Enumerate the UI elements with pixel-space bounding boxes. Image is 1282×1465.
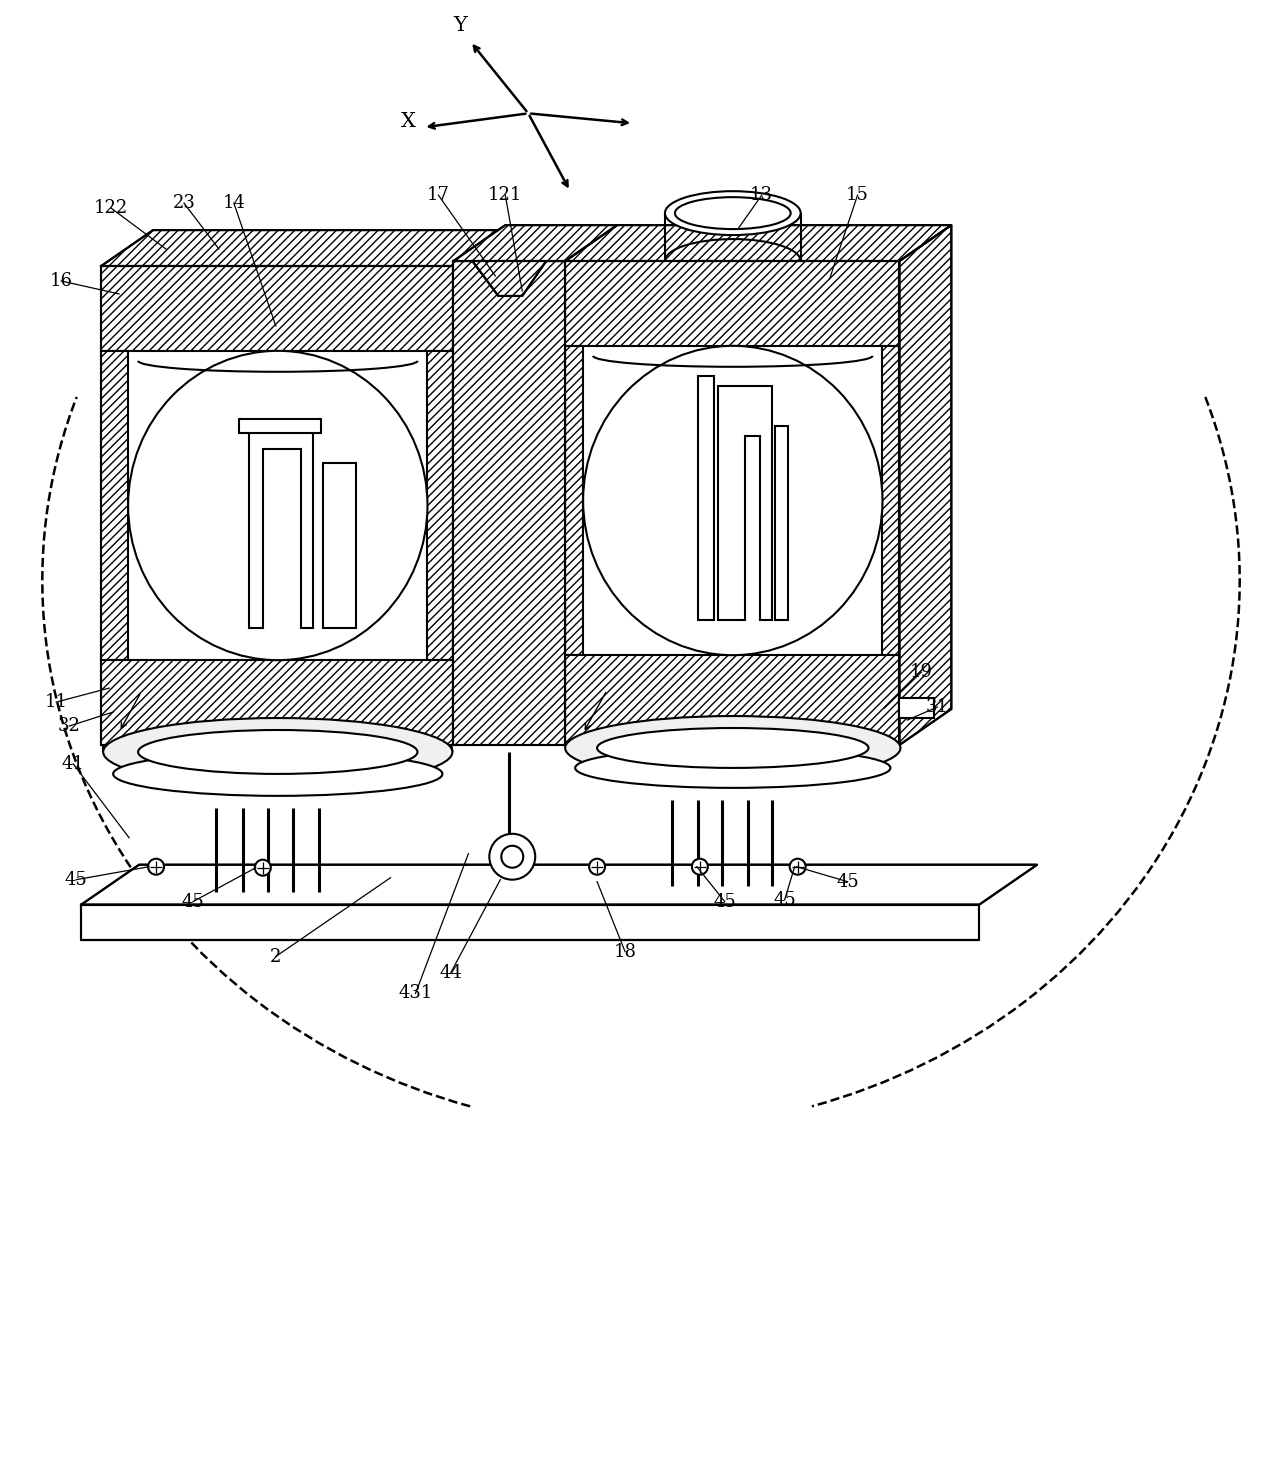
Circle shape (692, 858, 708, 875)
Polygon shape (454, 226, 617, 261)
Polygon shape (101, 230, 505, 267)
Polygon shape (454, 261, 565, 746)
Polygon shape (81, 864, 1037, 904)
Text: 121: 121 (488, 186, 523, 204)
Polygon shape (249, 431, 313, 628)
Ellipse shape (674, 198, 791, 229)
Ellipse shape (103, 718, 453, 785)
Text: X: X (401, 111, 415, 130)
Text: 11: 11 (45, 693, 68, 711)
Polygon shape (565, 226, 951, 261)
Text: 44: 44 (438, 964, 462, 983)
Text: 17: 17 (427, 186, 450, 204)
Polygon shape (565, 261, 900, 346)
Text: 45: 45 (65, 870, 87, 889)
Ellipse shape (128, 350, 427, 661)
Circle shape (790, 858, 805, 875)
Text: 14: 14 (223, 195, 245, 212)
Text: 45: 45 (714, 892, 736, 911)
Text: 45: 45 (773, 891, 796, 908)
Text: 41: 41 (62, 754, 85, 774)
Circle shape (490, 834, 535, 879)
Text: 16: 16 (50, 272, 73, 290)
Polygon shape (565, 655, 900, 746)
Polygon shape (697, 377, 714, 620)
Polygon shape (454, 230, 505, 746)
Text: 431: 431 (399, 984, 433, 1002)
Text: Y: Y (454, 16, 467, 35)
Text: 32: 32 (58, 716, 81, 735)
Text: 19: 19 (910, 664, 933, 681)
Text: 15: 15 (846, 186, 869, 204)
Polygon shape (472, 261, 546, 296)
Polygon shape (238, 419, 320, 432)
Polygon shape (427, 350, 454, 661)
Ellipse shape (597, 728, 868, 768)
Polygon shape (900, 699, 935, 718)
Polygon shape (323, 463, 355, 628)
Circle shape (255, 860, 271, 876)
Text: 45: 45 (182, 892, 204, 911)
Ellipse shape (665, 190, 801, 234)
Text: 18: 18 (614, 942, 637, 961)
Text: 2: 2 (271, 948, 282, 965)
Text: 31: 31 (926, 697, 949, 716)
Polygon shape (101, 350, 128, 661)
Polygon shape (882, 346, 900, 655)
Ellipse shape (576, 749, 891, 788)
Ellipse shape (565, 716, 900, 779)
Polygon shape (101, 267, 454, 350)
Polygon shape (900, 226, 951, 746)
Text: 122: 122 (94, 199, 128, 217)
Polygon shape (774, 426, 787, 620)
Ellipse shape (113, 752, 442, 795)
Polygon shape (81, 904, 979, 939)
Text: 45: 45 (836, 873, 859, 891)
Polygon shape (718, 385, 772, 620)
Circle shape (501, 845, 523, 867)
Text: 13: 13 (750, 186, 773, 204)
Ellipse shape (583, 346, 882, 655)
Text: 23: 23 (173, 195, 195, 212)
Circle shape (147, 858, 164, 875)
Circle shape (590, 858, 605, 875)
Polygon shape (101, 661, 454, 746)
Ellipse shape (138, 730, 418, 774)
Polygon shape (565, 346, 583, 655)
